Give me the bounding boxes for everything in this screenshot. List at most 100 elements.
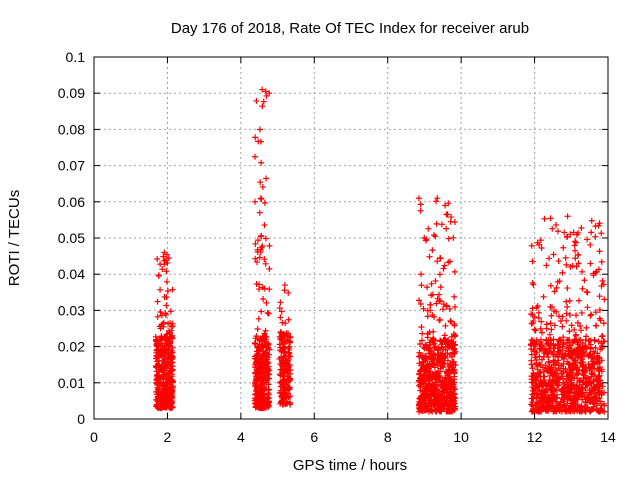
data-point xyxy=(564,358,571,365)
data-point xyxy=(160,319,167,326)
data-point xyxy=(257,248,264,255)
data-point xyxy=(574,319,581,326)
data-point xyxy=(592,233,599,240)
data-point xyxy=(154,394,161,401)
data-point xyxy=(555,337,562,344)
data-point xyxy=(568,322,575,329)
grid-lines xyxy=(94,57,608,419)
data-point xyxy=(433,300,440,307)
data-point xyxy=(580,359,587,366)
data-point xyxy=(161,249,168,256)
data-point xyxy=(263,299,270,306)
data-point xyxy=(444,386,451,393)
data-point xyxy=(168,333,175,340)
data-point xyxy=(566,312,573,319)
data-point xyxy=(529,384,536,391)
data-point xyxy=(429,361,436,368)
data-point xyxy=(600,338,607,345)
data-point xyxy=(425,402,432,409)
data-point xyxy=(564,389,571,396)
data-point xyxy=(266,367,273,374)
data-point xyxy=(418,282,425,289)
data-point xyxy=(433,198,440,205)
data-point xyxy=(596,248,603,255)
data-point xyxy=(157,286,164,293)
data-point xyxy=(581,366,588,373)
y-tick-label: 0.01 xyxy=(58,375,85,391)
data-point xyxy=(436,271,443,278)
data-point xyxy=(167,392,174,399)
data-point xyxy=(530,281,537,288)
data-point xyxy=(594,397,601,404)
data-point xyxy=(571,242,578,249)
data-point xyxy=(538,318,545,325)
data-point xyxy=(451,293,458,300)
data-point xyxy=(581,372,588,379)
data-point xyxy=(283,400,290,407)
data-point xyxy=(279,394,286,401)
data-point xyxy=(286,346,293,353)
data-point xyxy=(266,286,273,293)
data-point xyxy=(554,228,561,235)
data-point xyxy=(154,313,161,320)
data-point xyxy=(528,320,535,327)
data-point xyxy=(598,230,605,237)
data-point xyxy=(451,219,458,226)
data-point xyxy=(574,252,581,259)
data-point xyxy=(254,237,261,244)
data-point xyxy=(258,308,265,315)
data-point xyxy=(440,265,447,272)
data-point xyxy=(548,312,555,319)
data-point xyxy=(438,382,445,389)
data-point xyxy=(266,346,273,353)
data-point xyxy=(556,313,563,320)
data-point xyxy=(564,381,571,388)
x-tick-label: 6 xyxy=(310,429,318,445)
data-point xyxy=(574,366,581,373)
data-point xyxy=(596,306,603,313)
data-point xyxy=(420,378,427,385)
x-tick-label: 4 xyxy=(237,429,245,445)
data-point xyxy=(530,373,537,380)
data-point xyxy=(529,391,536,398)
data-point xyxy=(444,357,451,364)
data-point xyxy=(579,385,586,392)
data-point xyxy=(168,327,175,334)
data-point xyxy=(599,333,606,340)
data-point xyxy=(424,334,431,341)
data-point xyxy=(545,358,552,365)
y-axis-title: ROTI / TECUs xyxy=(6,190,23,286)
data-point xyxy=(539,329,546,336)
data-point xyxy=(550,376,557,383)
data-point xyxy=(541,215,548,222)
data-point xyxy=(157,347,164,354)
data-point xyxy=(265,390,272,397)
data-point xyxy=(590,378,597,385)
data-point xyxy=(593,322,600,329)
data-point xyxy=(156,402,163,409)
data-point xyxy=(165,338,172,345)
data-point xyxy=(598,258,605,265)
data-point xyxy=(161,381,168,388)
data-point xyxy=(580,349,587,356)
data-point xyxy=(257,396,264,403)
data-point xyxy=(573,348,580,355)
data-point xyxy=(155,371,162,378)
data-point xyxy=(536,383,543,390)
data-point xyxy=(254,259,261,266)
data-point xyxy=(441,332,448,339)
data-point xyxy=(451,303,458,310)
data-point xyxy=(578,225,585,232)
data-point xyxy=(155,388,162,395)
data-point xyxy=(432,343,439,350)
data-point xyxy=(538,356,545,363)
data-point xyxy=(437,316,444,323)
data-point xyxy=(253,386,260,393)
data-point xyxy=(169,354,176,361)
data-point xyxy=(584,236,591,243)
data-point xyxy=(451,385,458,392)
data-point xyxy=(277,314,284,321)
data-point xyxy=(280,381,287,388)
data-point xyxy=(259,183,266,190)
data-point xyxy=(257,138,264,145)
